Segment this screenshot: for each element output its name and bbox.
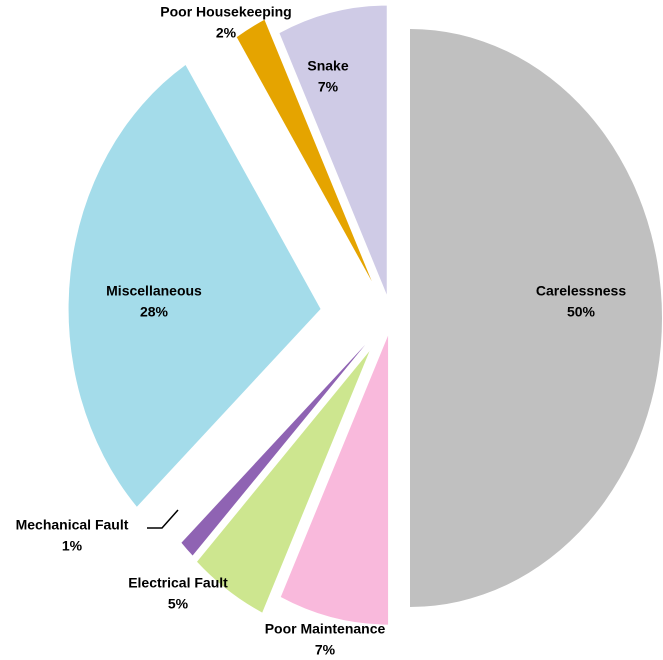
slice-value-label: 50% [567,304,596,320]
slice-value-label: 2% [216,25,237,41]
slice-label: Poor Maintenance [265,621,386,637]
slice-value-label: 28% [140,304,169,320]
pie-slice [197,351,370,613]
pie-slice [410,29,662,607]
pie-slice [68,64,321,507]
slice-value-label: 5% [168,596,189,612]
slice-label: Mechanical Fault [16,517,129,533]
slice-label: Miscellaneous [106,283,202,299]
slice-label: Snake [307,58,348,74]
slice-value-label: 7% [318,79,339,95]
pie-slice [279,5,387,295]
slice-label: Poor Housekeeping [160,4,291,20]
slice-label: Carelessness [536,283,627,299]
pie-slice [181,344,366,556]
leader-line [147,509,179,529]
pie-slice [236,19,372,282]
slice-value-label: 7% [315,642,336,658]
slice-label: Electrical Fault [128,575,228,591]
pie-slice [280,335,389,625]
slice-value-label: 1% [62,538,83,554]
